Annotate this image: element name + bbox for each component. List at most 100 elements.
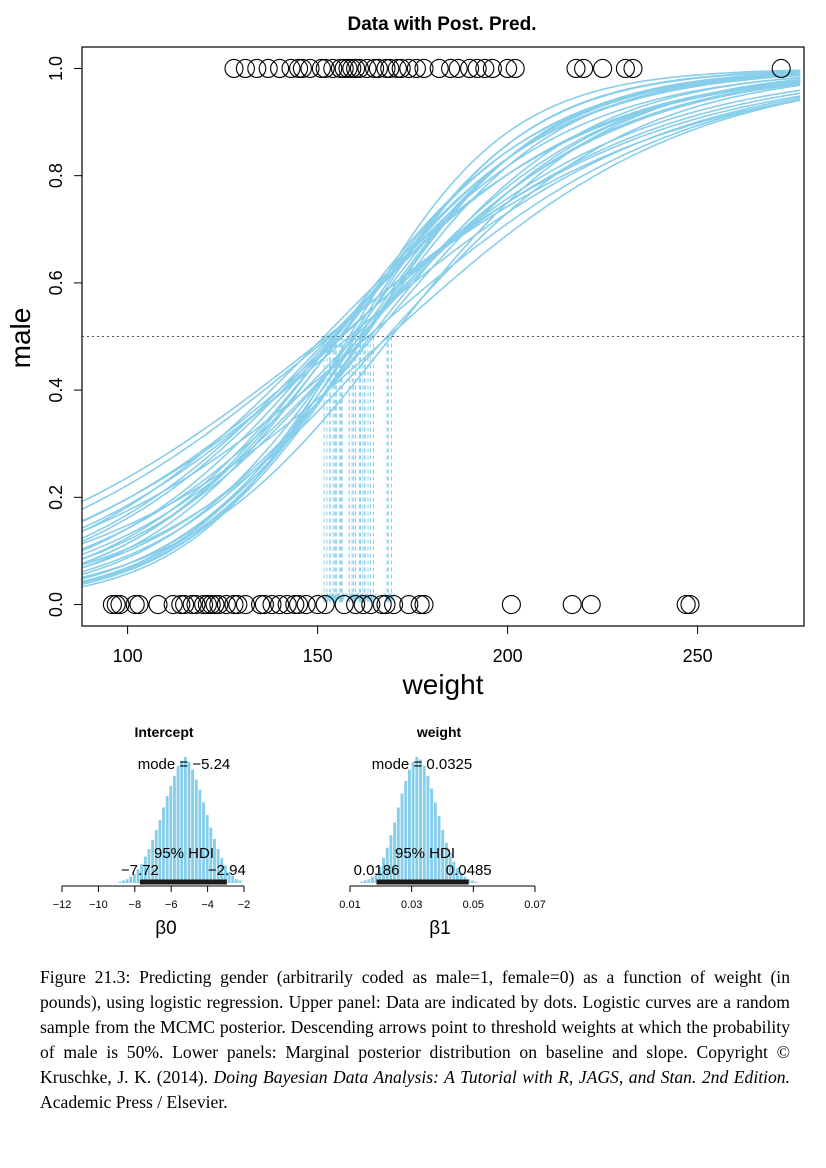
- data-point-female: [270, 595, 290, 615]
- histogram-bar: [169, 785, 173, 883]
- data-point-male: [338, 58, 358, 78]
- intercept-hdi-low-label: −7.72: [121, 862, 159, 879]
- posterior-curve: [82, 79, 801, 560]
- histogram-bar: [187, 762, 191, 883]
- posterior-curve: [82, 69, 801, 588]
- histogram-bar: [231, 875, 235, 883]
- data-point-female: [197, 595, 217, 615]
- posterior-curve: [82, 74, 801, 560]
- weight-hdi-low-label: 0.0186: [354, 862, 400, 879]
- intercept-posterior-histogram: Intercept mode = −5.24 95% HDI −7.72 −2.…: [53, 724, 251, 939]
- weight-mode-label: mode = 0.0325: [372, 756, 473, 773]
- data-point-female: [384, 595, 404, 615]
- data-point-female: [171, 595, 191, 615]
- data-point-female: [334, 595, 354, 615]
- data-point-female: [148, 595, 168, 615]
- data-point-male: [429, 58, 449, 78]
- histogram-bar: [191, 769, 195, 883]
- data-point-male: [289, 58, 309, 78]
- data-point-male: [311, 58, 331, 78]
- histogram-bar: [202, 802, 205, 883]
- data-point-male: [391, 58, 411, 78]
- histogram-bar: [470, 880, 474, 883]
- histogram-bar: [452, 861, 456, 883]
- histogram-bar: [393, 822, 397, 883]
- posterior-curve: [82, 70, 801, 583]
- data-point-male: [365, 58, 385, 78]
- axis-tick-label: −12: [53, 899, 72, 911]
- histogram-bar: [367, 879, 371, 883]
- histogram-bar: [154, 830, 158, 883]
- weight-panel-title: weight: [416, 724, 462, 740]
- histogram-bar: [363, 880, 367, 883]
- data-point-female: [414, 595, 434, 615]
- histogram-bar: [459, 872, 463, 883]
- data-point-female: [182, 595, 202, 615]
- data-point-female: [296, 595, 316, 615]
- histogram-bar: [194, 779, 198, 883]
- posterior-curve: [82, 71, 801, 584]
- histogram-bar: [426, 775, 430, 883]
- histogram-bar: [456, 867, 459, 883]
- x-axis-label: weight: [402, 669, 484, 700]
- histogram-bar: [382, 857, 385, 883]
- data-point-male: [448, 58, 468, 78]
- data-point-female: [308, 595, 328, 615]
- histogram-bar: [151, 840, 155, 883]
- intercept-bars: [118, 757, 242, 883]
- threshold-arrow-head: [337, 593, 345, 603]
- histogram-bar: [448, 852, 452, 883]
- axis-tick-label: 0.05: [463, 899, 484, 911]
- histogram-bar: [444, 842, 448, 883]
- axis-tick-label: −10: [89, 899, 108, 911]
- histogram-bar: [180, 760, 184, 883]
- data-point-male: [270, 58, 290, 78]
- axis-tick-label: 0.07: [524, 899, 545, 911]
- posterior-curve: [82, 80, 801, 543]
- data-point-male: [357, 58, 377, 78]
- data-point-female: [163, 595, 183, 615]
- data-point-male: [566, 58, 586, 78]
- histogram-bar: [441, 830, 445, 883]
- intercept-x-axis: −12 −10 −8 −6 −4 −2: [53, 885, 251, 911]
- histogram-bar: [437, 816, 441, 883]
- histogram-bar: [407, 769, 411, 883]
- axis-tick-label: −2: [238, 899, 251, 911]
- histogram-bar: [374, 872, 378, 883]
- data-point-female: [186, 595, 206, 615]
- caption-text: Figure 21.3: Predicting gender (arbitrar…: [40, 967, 790, 1087]
- data-point-male: [387, 58, 407, 78]
- data-point-female: [251, 595, 271, 615]
- histogram-bar: [143, 856, 147, 883]
- data-point-female: [235, 595, 255, 615]
- data-point-male: [615, 58, 635, 78]
- posterior-curve: [82, 83, 801, 550]
- x-tick-label: 150: [303, 646, 333, 666]
- axis-tick-label: −4: [201, 899, 214, 911]
- weight-axis-label: β1: [429, 918, 451, 939]
- weight-hdi-label: 95% HDI: [395, 845, 455, 862]
- curves-layer: [82, 69, 801, 588]
- data-point-male: [482, 58, 502, 78]
- posterior-curve: [82, 98, 801, 533]
- histogram-bar: [430, 788, 434, 883]
- x-tick-label: 200: [493, 646, 523, 666]
- data-point-female: [106, 595, 126, 615]
- chart-title: Data with Post. Pred.: [348, 14, 537, 35]
- histogram-bar: [162, 807, 165, 883]
- y-tick-label: 0.2: [46, 485, 66, 510]
- histogram-bar: [183, 757, 187, 883]
- data-point-male: [235, 58, 255, 78]
- histogram-bar: [165, 796, 169, 883]
- histogram-bar: [125, 879, 129, 883]
- data-point-female: [201, 595, 221, 615]
- x-axis: 100 150 200 250: [113, 626, 713, 666]
- intercept-hdi-label: 95% HDI: [154, 845, 214, 862]
- posterior-curve: [82, 80, 801, 540]
- data-point-male: [623, 58, 643, 78]
- data-point-male: [475, 58, 495, 78]
- posterior-curve: [82, 99, 801, 545]
- data-point-male: [323, 58, 343, 78]
- data-point-male: [593, 58, 613, 78]
- data-point-female: [289, 595, 309, 615]
